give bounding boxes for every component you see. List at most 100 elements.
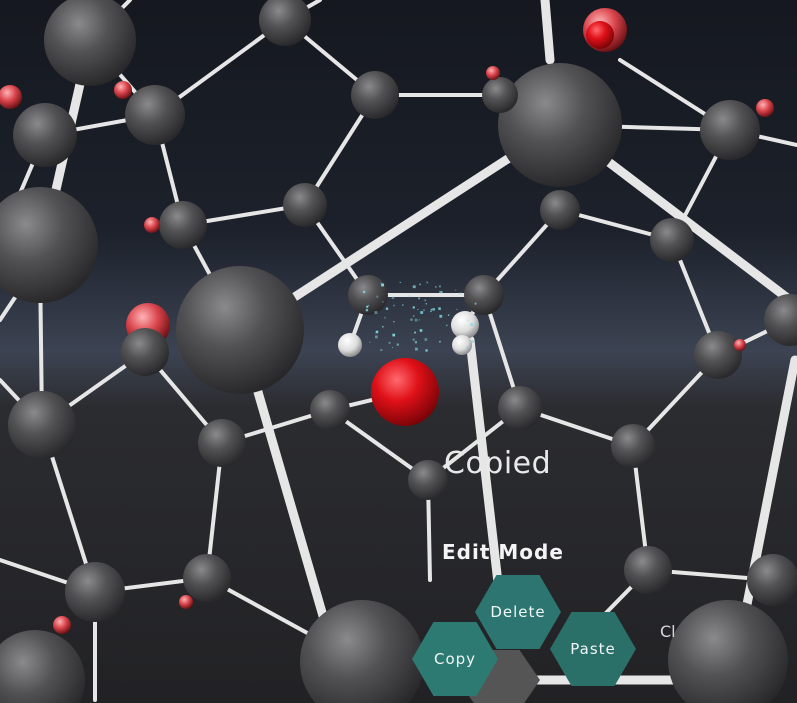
atom[interactable]	[300, 600, 424, 703]
copy-sparkle	[367, 304, 370, 307]
atom[interactable]	[144, 217, 160, 233]
copy-sparkle	[439, 314, 443, 318]
atom[interactable]	[351, 71, 399, 119]
copy-sparkle	[408, 295, 411, 298]
atom[interactable]	[310, 390, 350, 430]
copy-sparkle	[376, 330, 379, 333]
atom[interactable]	[498, 63, 622, 187]
paste-button-label: Paste	[570, 640, 616, 658]
copy-sparkle	[396, 343, 399, 346]
atom[interactable]	[53, 616, 71, 634]
copy-sparkle	[366, 305, 369, 308]
copy-sparkle	[467, 319, 469, 321]
atom[interactable]	[452, 335, 472, 355]
atom[interactable]	[668, 600, 788, 703]
copy-sparkle	[434, 286, 437, 288]
copy-sparkle	[414, 341, 417, 344]
atom[interactable]	[650, 218, 694, 262]
atom[interactable]	[764, 294, 797, 346]
atom[interactable]	[451, 311, 479, 339]
copy-sparkle	[425, 303, 427, 305]
copy-sparkle	[438, 307, 441, 310]
edit-mode-title: Edit Mode	[442, 540, 564, 564]
atom[interactable]	[540, 190, 580, 230]
copy-sparkle	[439, 340, 441, 343]
copy-sparkle	[440, 291, 443, 294]
copy-sparkle	[471, 340, 474, 343]
copy-sparkle	[454, 289, 457, 291]
copy-sparkle	[417, 309, 419, 310]
copy-sparkle	[425, 349, 428, 352]
copy-sparkle	[399, 281, 401, 283]
copy-sparkle	[382, 301, 384, 303]
atom[interactable]	[65, 562, 125, 622]
atom[interactable]	[179, 595, 193, 609]
atom[interactable]	[408, 460, 448, 500]
copy-sparkle	[424, 299, 427, 302]
clipped-menu-label: Cl	[660, 622, 676, 641]
atom[interactable]	[694, 331, 742, 379]
copy-sparkle	[412, 338, 415, 341]
copy-sparkle	[438, 285, 441, 288]
atom[interactable]	[198, 419, 246, 467]
copy-sparkle	[362, 290, 366, 294]
atom[interactable]	[13, 103, 77, 167]
copy-sparkle	[374, 311, 378, 314]
copy-sparkle	[419, 329, 423, 332]
atom[interactable]	[283, 183, 327, 227]
copy-sparkle	[369, 341, 371, 343]
atom[interactable]	[125, 85, 185, 145]
atom[interactable]	[498, 386, 542, 430]
atom[interactable]	[482, 77, 518, 113]
copy-sparkle	[392, 333, 396, 337]
atom[interactable]	[159, 201, 207, 249]
copy-sparkle	[424, 338, 428, 341]
atom[interactable]	[8, 391, 76, 459]
copy-sparkle	[466, 346, 469, 349]
copy-sparkle	[430, 310, 432, 313]
atom[interactable]	[176, 266, 304, 394]
atom[interactable]	[0, 630, 85, 703]
copy-sparkle	[470, 323, 473, 326]
copy-sparkle	[423, 309, 425, 311]
copy-sparkle	[391, 296, 395, 300]
atom[interactable]	[338, 333, 362, 357]
atom[interactable]	[259, 0, 311, 46]
copy-sparkle	[414, 318, 418, 322]
atom[interactable]	[486, 66, 500, 80]
atom[interactable]	[700, 100, 760, 160]
copy-sparkle	[474, 302, 477, 305]
atom[interactable]	[734, 339, 746, 351]
atom[interactable]	[348, 275, 388, 315]
copy-sparkle	[392, 347, 393, 348]
atom[interactable]	[121, 328, 169, 376]
atom[interactable]	[747, 554, 797, 606]
atom[interactable]	[44, 0, 136, 86]
atom[interactable]	[0, 187, 98, 303]
copy-sparkle	[393, 321, 395, 323]
bond	[465, 335, 505, 605]
bond	[735, 355, 797, 645]
copy-sparkle	[475, 316, 477, 318]
copy-sparkle	[380, 349, 383, 351]
selected-atom[interactable]	[586, 21, 614, 49]
copy-sparkle	[402, 304, 404, 306]
atom[interactable]	[114, 81, 132, 99]
atom[interactable]	[0, 85, 22, 109]
atom[interactable]	[624, 546, 672, 594]
copied-status-text: Copied	[444, 446, 552, 481]
copy-sparkle	[420, 311, 424, 314]
copy-sparkle	[414, 331, 416, 334]
atom[interactable]	[183, 554, 231, 602]
selected-atom[interactable]	[371, 358, 439, 426]
copy-sparkle	[382, 326, 384, 328]
copy-sparkle	[380, 282, 382, 284]
atom[interactable]	[464, 275, 504, 315]
atom[interactable]	[756, 99, 774, 117]
copy-sparkle	[418, 319, 420, 321]
bond	[328, 408, 430, 482]
copy-sparkle	[415, 347, 418, 351]
atom[interactable]	[611, 424, 655, 468]
